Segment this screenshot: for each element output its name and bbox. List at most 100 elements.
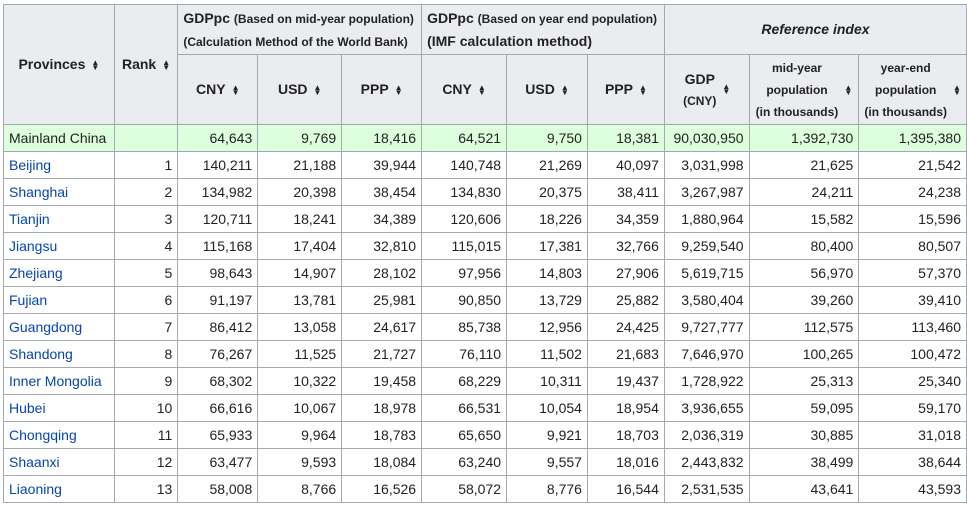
province-link[interactable]: Jiangsu [9, 238, 58, 254]
sort-arrows-icon[interactable]: ▲ ▼ [162, 57, 171, 72]
header-gdp[interactable]: GDP (CNY) ▲ ▼ [663, 54, 750, 125]
header-ppp-2[interactable]: PPP ▲ ▼ [586, 54, 665, 125]
ppp-yearend-cell: 27,906 [586, 259, 665, 287]
cny-yearend-cell: 76,110 [421, 340, 508, 368]
cny-yearend-cell: 90,850 [421, 286, 508, 314]
province-link[interactable]: Shandong [9, 346, 73, 362]
table-row: Jiangsu 4 115,168 17,404 32,810 115,015 … [3, 232, 967, 260]
usd-midyear-cell: 14,907 [257, 259, 343, 287]
usd-midyear-cell: 20,398 [257, 178, 343, 206]
usd-yearend-cell: 12,956 [506, 313, 588, 341]
header-ppp-1[interactable]: PPP ▲ ▼ [341, 54, 423, 125]
cny-yearend-cell: 68,229 [421, 367, 508, 395]
header-usd-2[interactable]: USD ▲ ▼ [506, 54, 588, 125]
header-cny-2-label: CNY [442, 81, 472, 98]
ppp-midyear-cell: 18,416 [341, 124, 423, 152]
cny-midyear-cell: 134,982 [177, 178, 259, 206]
reference-index-title: Reference index [761, 21, 870, 38]
ppp-midyear-cell: 16,526 [341, 475, 423, 503]
gdppc-yearend-note: (Based on year end population) [477, 12, 658, 27]
header-provinces[interactable]: Provinces ▲ ▼ [3, 4, 115, 125]
rank-cell: 12 [113, 448, 179, 476]
province-link[interactable]: Shanghai [9, 184, 69, 200]
rank-cell: 3 [113, 205, 179, 233]
province-link[interactable]: Beijing [9, 157, 52, 173]
ppp-yearend-cell: 18,703 [586, 421, 665, 449]
table-row: Fujian 6 91,197 13,781 25,981 90,850 13,… [3, 286, 967, 314]
sort-arrows-icon[interactable]: ▲ ▼ [91, 57, 100, 72]
sort-arrows-icon[interactable]: ▲ ▼ [394, 82, 403, 97]
header-midyear-population[interactable]: mid-year population (in thousands) ▲ ▼ [748, 54, 860, 125]
yearend-population-cell: 43,593 [858, 475, 967, 503]
cny-yearend-cell: 120,606 [421, 205, 508, 233]
province-link[interactable]: Fujian [9, 292, 48, 308]
cny-yearend-cell: 115,015 [421, 232, 508, 260]
rank-cell: 13 [113, 475, 179, 503]
province-link[interactable]: Liaoning [9, 481, 62, 497]
gdp-cell: 3,031,998 [663, 151, 750, 179]
midyear-population-cell: 30,885 [748, 421, 860, 449]
province-cell: Mainland China [3, 124, 115, 152]
header-ppp-1-label: PPP [360, 81, 389, 98]
midyear-population-cell: 80,400 [748, 232, 860, 260]
rank-cell: 5 [113, 259, 179, 287]
gdppc-midyear-note: (Based on mid-year population) [233, 11, 414, 26]
midyear-population-cell: 43,641 [748, 475, 860, 503]
province-link[interactable]: Guangdong [9, 319, 83, 335]
province-link[interactable]: Tianjin [9, 211, 50, 227]
table-row: Inner Mongolia 9 68,302 10,322 19,458 68… [3, 367, 967, 395]
header-yearend-population[interactable]: year-end population (in thousands) ▲ ▼ [858, 54, 967, 125]
sort-arrows-icon[interactable]: ▲ ▼ [231, 82, 240, 97]
sort-arrows-icon[interactable]: ▲ ▼ [477, 82, 486, 97]
yearend-population-cell: 38,644 [858, 448, 967, 476]
province-link[interactable]: Inner Mongolia [9, 373, 102, 389]
usd-yearend-cell: 9,921 [506, 421, 588, 449]
header-cny-2[interactable]: CNY ▲ ▼ [421, 54, 508, 125]
header-rank[interactable]: Rank ▲ ▼ [113, 4, 179, 125]
yearend-population-cell: 31,018 [858, 421, 967, 449]
header-usd-1[interactable]: USD ▲ ▼ [257, 54, 343, 125]
ppp-midyear-cell: 32,810 [341, 232, 423, 260]
usd-yearend-cell: 9,557 [506, 448, 588, 476]
gdp-cell: 1,728,922 [663, 367, 750, 395]
sort-arrows-icon[interactable]: ▲ ▼ [560, 82, 569, 97]
gdppc-midyear-method: (Calculation Method of the World Bank) [183, 34, 408, 49]
sort-arrows-icon[interactable]: ▲ ▼ [638, 82, 647, 97]
sort-arrows-icon[interactable]: ▲ ▼ [722, 82, 731, 97]
usd-yearend-cell: 21,269 [506, 151, 588, 179]
ppp-yearend-cell: 19,437 [586, 367, 665, 395]
province-link[interactable]: Chongqing [9, 427, 77, 443]
usd-midyear-cell: 21,188 [257, 151, 343, 179]
cny-yearend-cell: 97,956 [421, 259, 508, 287]
usd-midyear-cell: 10,322 [257, 367, 343, 395]
cny-yearend-cell: 64,521 [421, 124, 508, 152]
ppp-midyear-cell: 38,454 [341, 178, 423, 206]
cny-yearend-cell: 66,531 [421, 394, 508, 422]
yearend-population-cell: 57,370 [858, 259, 967, 287]
ppp-yearend-cell: 25,882 [586, 286, 665, 314]
sort-arrows-icon[interactable]: ▲ ▼ [953, 82, 961, 97]
cny-yearend-cell: 140,748 [421, 151, 508, 179]
usd-yearend-cell: 14,803 [506, 259, 588, 287]
table-row: Beijing 1 140,211 21,188 39,944 140,748 … [3, 151, 967, 179]
rank-cell [113, 124, 179, 152]
province-link[interactable]: Hubei [9, 400, 46, 416]
sort-arrows-icon[interactable]: ▲ ▼ [844, 82, 853, 97]
header-gdp-unit: (CNY) [683, 93, 717, 108]
ppp-yearend-cell: 38,411 [586, 178, 665, 206]
gdp-cell: 90,030,950 [663, 124, 750, 152]
midyear-population-cell: 1,392,730 [748, 124, 860, 152]
rank-cell: 6 [113, 286, 179, 314]
ppp-midyear-cell: 34,389 [341, 205, 423, 233]
header-cny-1[interactable]: CNY ▲ ▼ [177, 54, 259, 125]
cny-yearend-cell: 65,650 [421, 421, 508, 449]
yearend-population-cell: 1,395,380 [858, 124, 967, 152]
yearend-line2: population [875, 82, 937, 97]
ppp-midyear-cell: 21,727 [341, 340, 423, 368]
cny-midyear-cell: 120,711 [177, 205, 259, 233]
province-link[interactable]: Shaanxi [9, 454, 60, 470]
sort-arrows-icon[interactable]: ▲ ▼ [313, 82, 322, 97]
gdp-cell: 9,727,777 [663, 313, 750, 341]
province-link[interactable]: Zhejiang [9, 265, 63, 281]
header-gdp-label: GDP [684, 70, 715, 87]
